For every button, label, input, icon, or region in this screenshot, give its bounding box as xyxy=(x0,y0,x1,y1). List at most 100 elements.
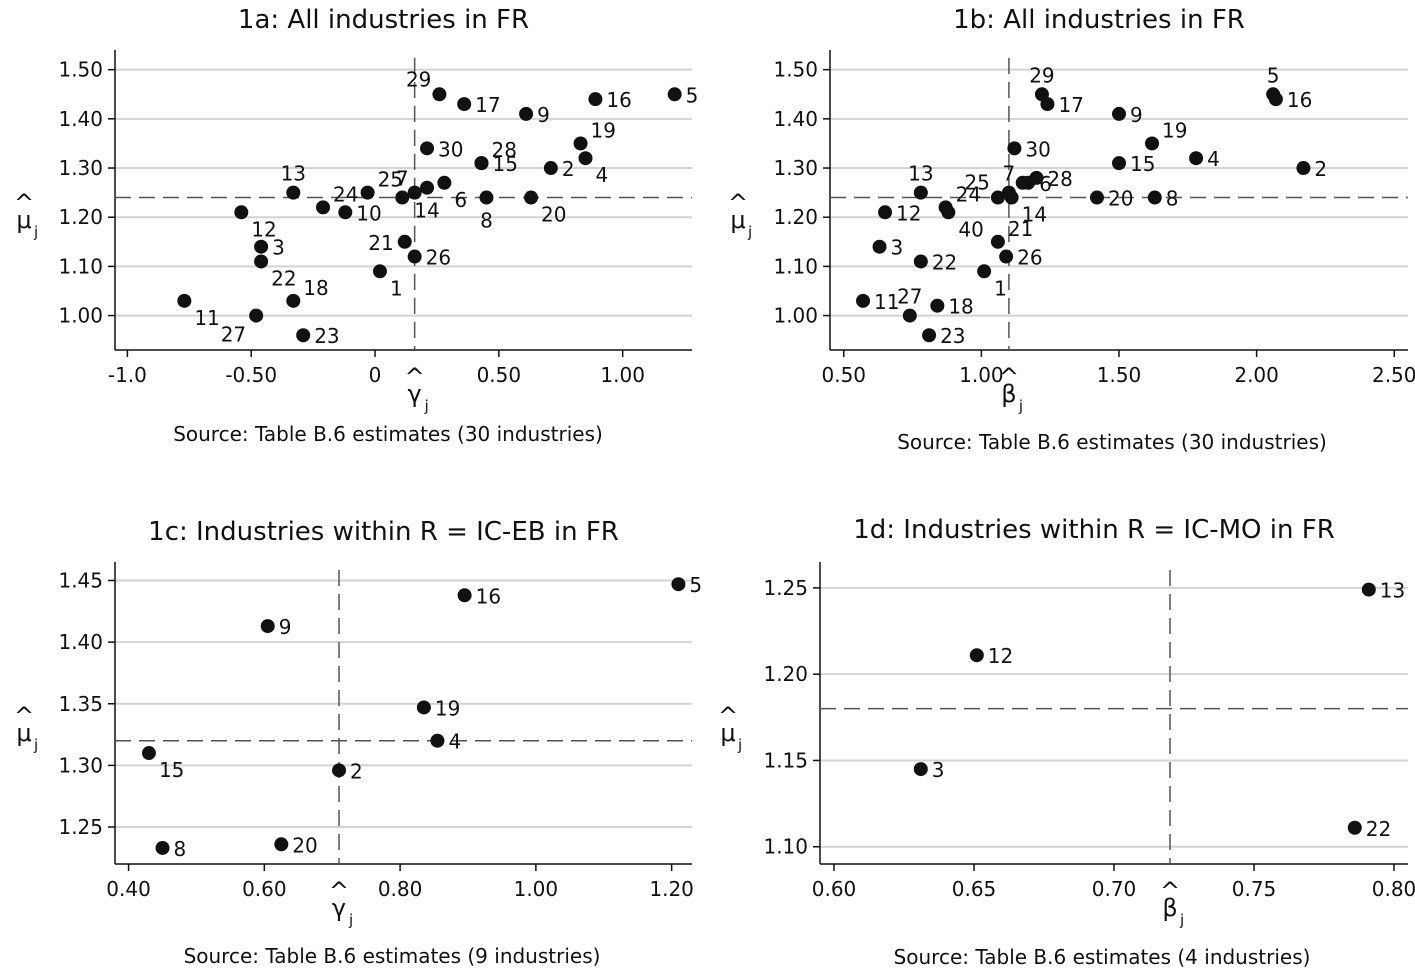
x-tick-label: 1.00 xyxy=(600,363,645,387)
y-tick-label: 1.00 xyxy=(773,304,818,328)
point-label: 3 xyxy=(272,236,285,260)
data-point xyxy=(332,763,347,778)
svg-text:^: ^ xyxy=(14,189,34,217)
y-tick-label: 1.35 xyxy=(58,692,103,716)
point-label: 23 xyxy=(314,324,339,348)
x-tick-label: -1.0 xyxy=(108,363,147,387)
data-point xyxy=(474,156,489,171)
point-label: 16 xyxy=(606,88,631,112)
y-tick-label: 1.10 xyxy=(773,254,818,278)
point-label: 8 xyxy=(1166,187,1179,211)
data-point xyxy=(1145,136,1160,151)
x-tick-label: 0.70 xyxy=(1092,877,1137,901)
data-point xyxy=(667,87,682,102)
source-note: Source: Table B.6 estimates (9 industrie… xyxy=(184,944,601,968)
data-point xyxy=(155,840,170,855)
data-point xyxy=(338,205,353,220)
data-point xyxy=(922,328,937,343)
point-label: 30 xyxy=(1025,137,1050,161)
point-label: 6 xyxy=(454,188,467,212)
data-point xyxy=(913,254,928,269)
point-label: 12 xyxy=(896,201,921,225)
svg-text:^: ^ xyxy=(718,702,738,730)
y-tick-label: 1.10 xyxy=(58,254,103,278)
data-point xyxy=(578,151,593,166)
panel-title: 1a: All industries in FR xyxy=(238,5,529,35)
y-tick-label: 1.15 xyxy=(763,748,808,772)
data-point xyxy=(234,205,249,220)
data-point xyxy=(1004,190,1019,205)
svg-text:j: j xyxy=(424,397,429,415)
point-label: 19 xyxy=(435,696,460,720)
y-tick-label: 1.40 xyxy=(58,107,103,131)
data-point xyxy=(407,185,422,200)
point-label: 16 xyxy=(476,584,501,608)
point-label: 9 xyxy=(537,103,550,127)
data-point xyxy=(671,577,686,592)
point-label: 21 xyxy=(368,231,393,255)
data-point xyxy=(969,648,984,663)
svg-text:^: ^ xyxy=(728,189,748,217)
point-label: 20 xyxy=(292,833,317,857)
data-point xyxy=(913,185,928,200)
point-label: 4 xyxy=(596,163,609,187)
data-point xyxy=(1361,582,1376,597)
x-tick-label: 0.60 xyxy=(242,877,287,901)
point-label: 19 xyxy=(1162,118,1187,142)
x-axis-label: ^γ j xyxy=(405,363,429,415)
data-point xyxy=(141,746,156,761)
point-label: 14 xyxy=(1022,203,1047,227)
x-tick-label: 0.40 xyxy=(106,877,151,901)
point-label: 18 xyxy=(303,276,328,300)
y-axis-label: ^μ j xyxy=(718,702,742,754)
point-label: 21 xyxy=(1008,217,1033,241)
svg-text:^: ^ xyxy=(14,702,34,730)
data-point xyxy=(420,141,435,156)
point-label: 13 xyxy=(281,162,306,186)
point-label: 18 xyxy=(948,295,973,319)
panel-title: 1b: All industries in FR xyxy=(953,5,1245,35)
svg-text:j: j xyxy=(33,223,38,241)
point-label: 15 xyxy=(493,152,518,176)
data-point xyxy=(1015,175,1030,190)
data-point xyxy=(930,298,945,313)
point-label: 17 xyxy=(475,93,500,117)
data-point xyxy=(177,293,192,308)
point-label: 40 xyxy=(958,217,983,241)
point-label: 28 xyxy=(492,138,517,162)
point-label: 25 xyxy=(964,171,989,195)
panel-1b: 1b: All industries in FR 1.00 1.10 1.20 1.30… xyxy=(728,5,1415,454)
point-label: 1 xyxy=(390,276,403,300)
data-point xyxy=(432,87,447,102)
svg-text:j: j xyxy=(33,736,38,754)
data-point xyxy=(913,762,928,777)
panel-1a: 1a: All industries in FR 1.00 1.10 1.20 1.30… xyxy=(14,5,698,446)
data-point xyxy=(543,161,558,176)
data-point xyxy=(479,190,494,205)
svg-text:j: j xyxy=(1179,911,1184,929)
point-label: 11 xyxy=(194,306,219,330)
svg-text:^: ^ xyxy=(405,363,425,391)
point-label: 27 xyxy=(221,323,246,347)
data-point xyxy=(1112,156,1126,171)
data-point xyxy=(1040,97,1055,112)
point-label: 13 xyxy=(908,162,933,186)
y-tick-label: 1.30 xyxy=(58,753,103,777)
data-point xyxy=(372,264,387,279)
svg-text:j: j xyxy=(737,736,742,754)
x-tick-label: -0.50 xyxy=(225,363,277,387)
x-tick-label: 0.80 xyxy=(378,877,423,901)
svg-text:j: j xyxy=(348,911,353,929)
data-point xyxy=(249,308,264,323)
data-point xyxy=(254,239,269,254)
point-label: 9 xyxy=(1130,103,1143,127)
point-label: 10 xyxy=(356,201,381,225)
data-point xyxy=(573,136,588,151)
data-point xyxy=(397,234,412,249)
y-axis-label: ^μ j xyxy=(14,702,38,754)
y-tick-label: 1.20 xyxy=(58,205,103,229)
svg-text:^: ^ xyxy=(999,363,1019,391)
x-tick-label: 0.60 xyxy=(812,877,857,901)
data-point xyxy=(1347,820,1362,835)
